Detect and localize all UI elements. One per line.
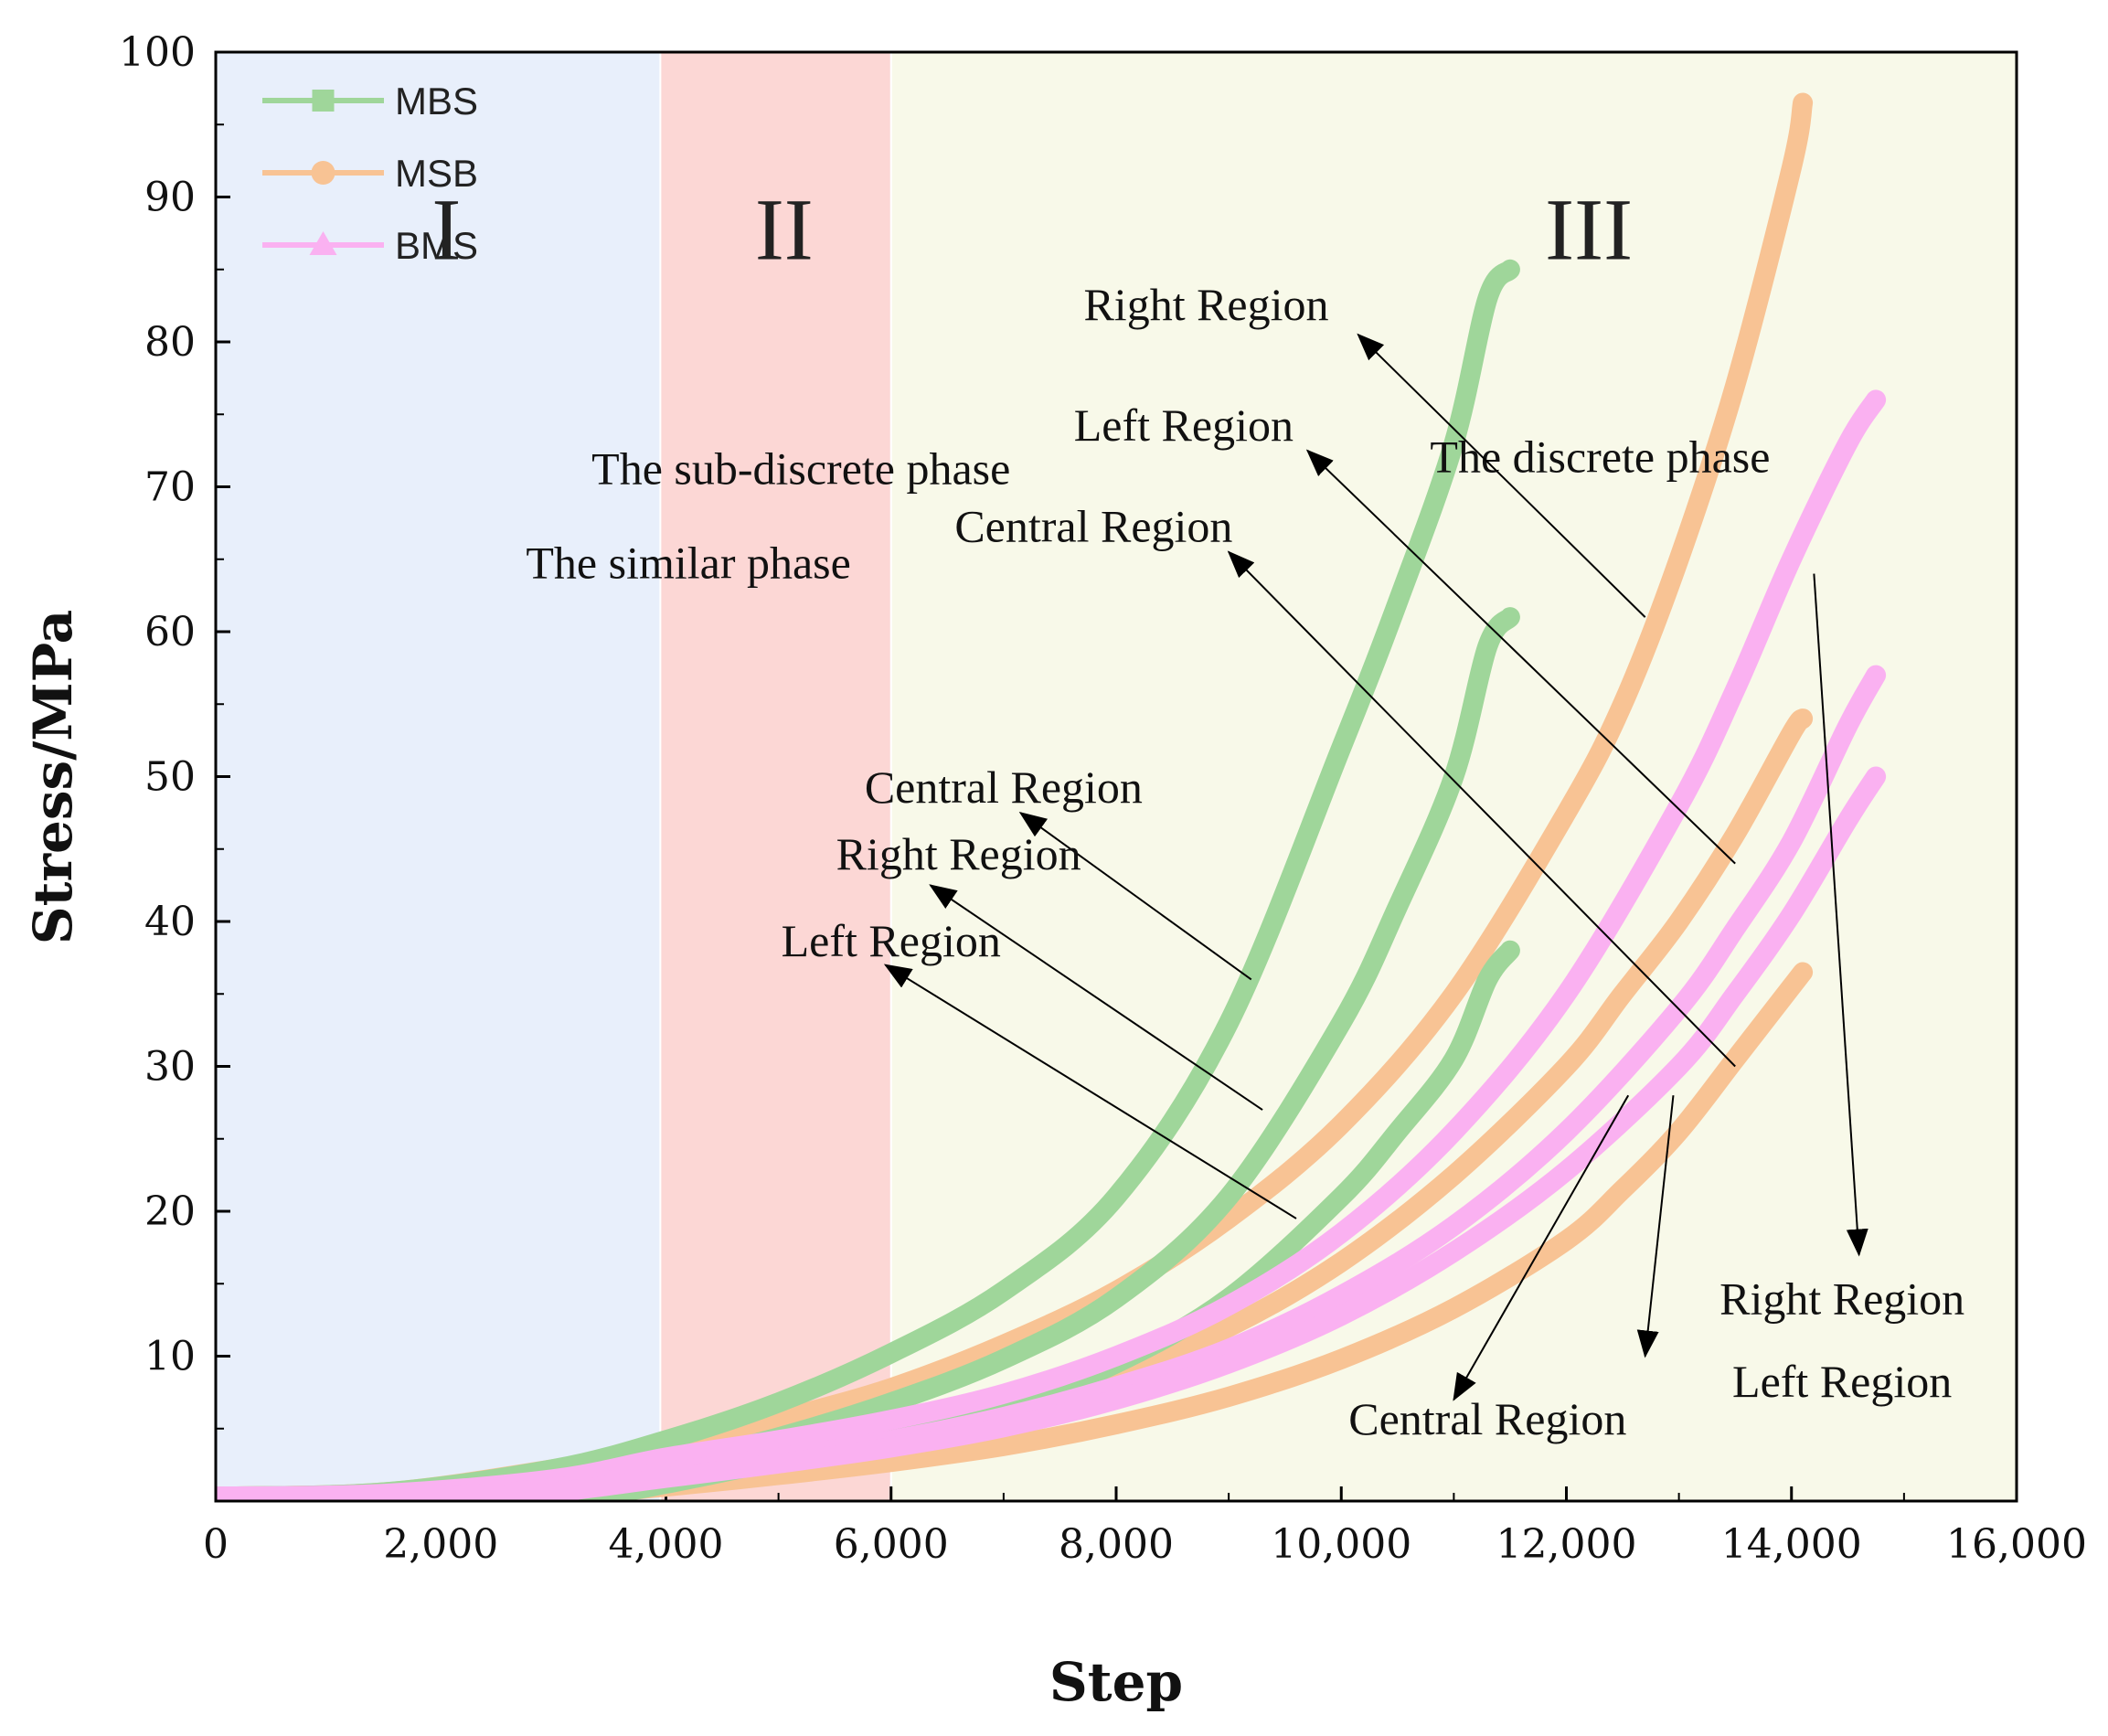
annotation-arrow xyxy=(883,964,1297,1219)
annotation-label: Central Region xyxy=(865,761,1143,813)
x-tick-label: 16,000 xyxy=(1946,1521,2087,1568)
y-tick-label: 20 xyxy=(144,1188,196,1235)
x-tick-label: 6,000 xyxy=(834,1521,949,1568)
y-tick-label: 50 xyxy=(144,754,196,801)
annotation-label: Left Region xyxy=(1074,399,1294,451)
plot-frame xyxy=(214,50,2018,1503)
legend: MBS MSB BMS xyxy=(262,80,478,267)
annotation-arrow xyxy=(1453,1094,1630,1401)
x-tick-label: 14,000 xyxy=(1721,1521,1862,1568)
annotation-label: Right Region xyxy=(1083,279,1328,330)
annotation-arrow xyxy=(1813,573,1868,1257)
x-tick-label: 2,000 xyxy=(383,1521,498,1568)
series-layer xyxy=(216,92,1887,1501)
y-tick-label: 10 xyxy=(144,1334,196,1380)
x-axis-title: Step xyxy=(1049,1651,1183,1713)
series-bms-right-region xyxy=(216,389,1887,1501)
annotation-arrow xyxy=(1227,550,1736,1068)
annotation-label: Right Region xyxy=(1719,1273,1964,1325)
series-mbs-central-region xyxy=(216,259,1520,1501)
annotation-label: Left Region xyxy=(1732,1356,1952,1407)
annotation-arrow xyxy=(929,884,1263,1111)
annotation-arrow xyxy=(1357,333,1646,618)
y-tick-label: 40 xyxy=(144,899,196,945)
phase-label-3: The discrete phase xyxy=(1430,431,1770,483)
annotation-label: Central Region xyxy=(1348,1393,1626,1444)
annotation-arrow xyxy=(1636,1095,1675,1358)
legend-label-msb: MSB xyxy=(395,152,478,195)
x-tick-label: 12,000 xyxy=(1496,1521,1637,1568)
phase-numeral-1: I xyxy=(431,181,461,279)
legend-circle-marker xyxy=(311,161,335,185)
annotations: Right Region Left Region Central Region Cen… xyxy=(782,279,1965,1444)
legend-square-marker xyxy=(312,90,335,112)
annotation-label: Right Region xyxy=(836,828,1081,879)
phase-label-2: The sub-discrete phase xyxy=(591,442,1010,494)
phase-numeral-3: III xyxy=(1545,181,1633,279)
legend-label-mbs: MBS xyxy=(395,80,478,122)
x-tick-label: 4,000 xyxy=(609,1521,724,1568)
y-tick-label: 100 xyxy=(119,29,196,76)
x-tick-label: 8,000 xyxy=(1059,1521,1174,1568)
y-axis-ticks: 10 20 30 40 50 60 70 80 90 100 xyxy=(119,29,230,1430)
annotation-label: Left Region xyxy=(782,915,1001,966)
x-tick-label: 10,000 xyxy=(1271,1521,1411,1568)
y-tick-label: 80 xyxy=(144,319,196,366)
phase-labels: I The similar phase II The sub-discrete pha… xyxy=(431,181,1770,589)
series-bms-central-region xyxy=(216,766,1887,1501)
annotation-arrow xyxy=(1018,811,1252,981)
y-tick-label: 60 xyxy=(144,609,196,655)
y-tick-label: 70 xyxy=(144,464,196,511)
y-axis-title: Stress/MPa xyxy=(22,610,84,944)
x-tick-label: 0 xyxy=(203,1521,229,1568)
y-tick-label: 30 xyxy=(144,1044,196,1091)
phase-numeral-2: II xyxy=(755,181,814,279)
phase-band-1 xyxy=(216,52,661,1501)
annotation-label: Central Region xyxy=(954,501,1232,552)
annotation-arrow xyxy=(1305,449,1736,865)
phase-band-2 xyxy=(660,52,891,1501)
x-axis-ticks: 0 2,000 4,000 6,000 8,000 10,000 12,000 14,000 1… xyxy=(203,1486,2087,1568)
legend-label-bms: BMS xyxy=(395,224,478,267)
y-tick-label: 90 xyxy=(144,175,196,221)
phase-label-1: The similar phase xyxy=(526,537,850,588)
legend-triangle-marker xyxy=(309,231,337,255)
